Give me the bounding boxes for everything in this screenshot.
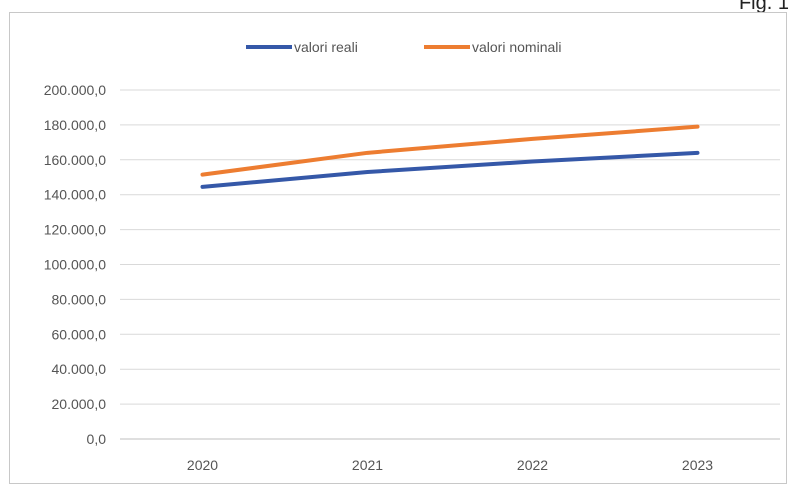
- y-tick-label: 160.000,0: [44, 152, 106, 168]
- y-tick-label: 20.000,0: [52, 396, 107, 412]
- y-tick-label: 40.000,0: [52, 361, 107, 377]
- y-tick-label: 0,0: [87, 431, 107, 447]
- legend-label: valori reali: [294, 39, 358, 55]
- chart-container: 0,0 20.000,0 40.000,0 60.000,0 80.000,0 100.0…: [9, 12, 787, 484]
- x-tick-label: 2021: [352, 457, 383, 473]
- x-tick-label: 2020: [187, 457, 218, 473]
- y-tick-label: 120.000,0: [44, 222, 106, 238]
- y-tick-label: 100.000,0: [44, 257, 106, 273]
- x-tick-label: 2023: [682, 457, 713, 473]
- figure-label: Fig. 1: [738, 0, 789, 14]
- series-line-valori-nominali: [200, 124, 700, 177]
- y-tick-label: 140.000,0: [44, 187, 106, 203]
- y-tick-label: 180.000,0: [44, 117, 106, 133]
- series-line-valori-reali: [200, 150, 700, 189]
- y-tick-label: 60.000,0: [52, 326, 107, 342]
- y-tick-label: 200.000,0: [44, 82, 106, 98]
- x-tick-label: 2022: [517, 457, 548, 473]
- legend-label: valori nominali: [472, 39, 561, 55]
- y-tick-label: 80.000,0: [52, 291, 107, 307]
- line-chart: 0,0 20.000,0 40.000,0 60.000,0 80.000,0 100.0…: [44, 39, 780, 473]
